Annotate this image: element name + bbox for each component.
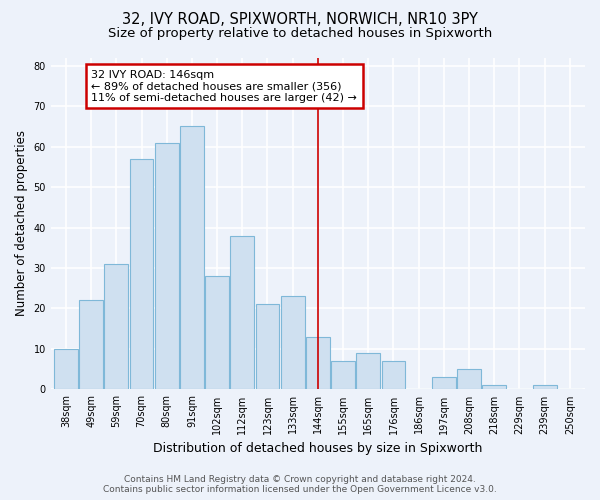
Bar — [130, 158, 154, 390]
Bar — [432, 378, 456, 390]
Text: Contains HM Land Registry data © Crown copyright and database right 2024.
Contai: Contains HM Land Registry data © Crown c… — [103, 474, 497, 494]
Bar — [382, 361, 406, 390]
Bar — [79, 300, 103, 390]
Text: 32 IVY ROAD: 146sqm
← 89% of detached houses are smaller (356)
11% of semi-detac: 32 IVY ROAD: 146sqm ← 89% of detached ho… — [91, 70, 357, 103]
Bar — [155, 142, 179, 390]
Bar — [180, 126, 204, 390]
Bar — [306, 337, 330, 390]
Bar — [457, 369, 481, 390]
Bar — [281, 296, 305, 390]
Bar — [331, 361, 355, 390]
Bar — [356, 353, 380, 390]
Bar — [230, 236, 254, 390]
Bar — [256, 304, 280, 390]
Bar — [54, 349, 78, 390]
Bar — [482, 386, 506, 390]
Text: Size of property relative to detached houses in Spixworth: Size of property relative to detached ho… — [108, 28, 492, 40]
Text: 32, IVY ROAD, SPIXWORTH, NORWICH, NR10 3PY: 32, IVY ROAD, SPIXWORTH, NORWICH, NR10 3… — [122, 12, 478, 28]
X-axis label: Distribution of detached houses by size in Spixworth: Distribution of detached houses by size … — [153, 442, 482, 455]
Bar — [104, 264, 128, 390]
Y-axis label: Number of detached properties: Number of detached properties — [15, 130, 28, 316]
Bar — [533, 386, 557, 390]
Bar — [205, 276, 229, 390]
